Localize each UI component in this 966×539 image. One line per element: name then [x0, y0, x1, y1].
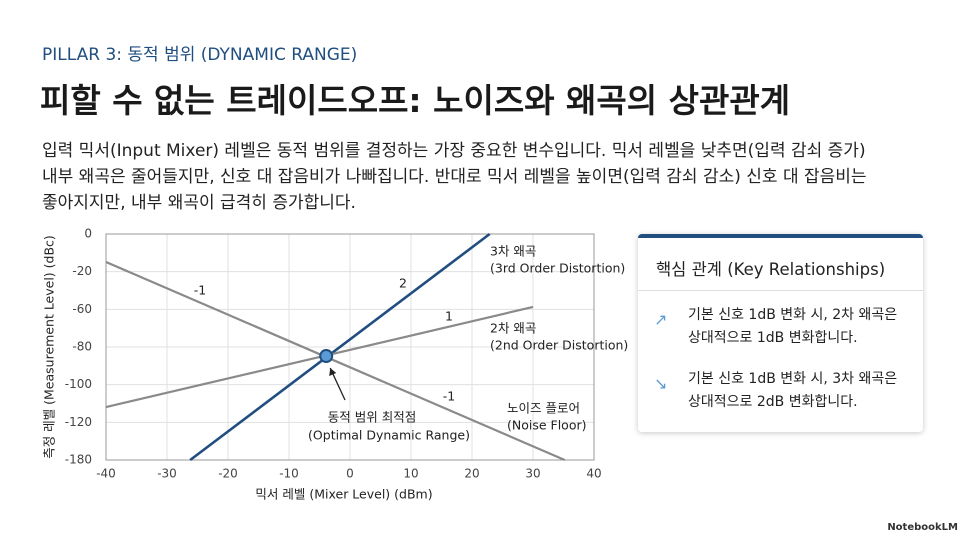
divider	[638, 290, 923, 291]
slide-title: 피할 수 없는 트레이드오프: 노이즈와 왜곡의 상관관계	[40, 81, 791, 120]
series-name-en: (2nd Order Distortion)	[490, 338, 628, 353]
series-name-en: (Noise Floor)	[507, 418, 587, 433]
key-card: 핵심 관계 (Key Relationships) ↗ 기본 신호 1dB 변화…	[638, 234, 923, 432]
slope-label: 2	[399, 276, 407, 291]
y-tick-label: -100	[65, 377, 92, 391]
item-text: 기본 신호 1dB 변화 시, 2차 왜곡은 상대적으로 1dB 변화합니다.	[688, 304, 897, 350]
slope-label: -1	[443, 389, 455, 404]
series-line	[105, 260, 566, 462]
x-tick-label: 40	[586, 467, 601, 481]
x-axis-label: 믹서 레벨 (Mixer Level) (dBm)	[255, 487, 432, 502]
arrow-head	[329, 368, 337, 377]
icon: ↗	[654, 310, 668, 329]
marker-label: 동적 범위 최적점	[328, 410, 416, 425]
brand: NotebookLM	[887, 522, 958, 533]
body-line: 입력 믹서(Input Mixer) 레벨은 동적 범위를 결정하는 가장 중요…	[42, 141, 866, 161]
item-line: 상대적으로 1dB 변화합니다.	[688, 330, 858, 346]
card-title: 핵심 관계 (Key Relationships)	[656, 260, 886, 279]
x-tick-label: 20	[464, 467, 479, 481]
y-tick-label: -60	[72, 302, 92, 316]
y-tick-label: -120	[65, 415, 92, 429]
body-line: 내부 왜곡은 줄어들지만, 신호 대 잡음비가 나빠집니다. 반대로 믹서 레벨…	[42, 167, 867, 187]
item-line: 기본 신호 1dB 변화 시, 2차 왜곡은	[688, 307, 898, 323]
y-axis-label: 측정 레벨 (Measurement Level) (dBc)	[42, 235, 57, 459]
x-tick-label: -40	[96, 467, 116, 481]
series-name: 3차 왜곡	[490, 244, 536, 259]
icon: ↘	[654, 374, 668, 393]
slope-label: -1	[194, 283, 206, 298]
body-line: 좋아지지만, 내부 왜곡이 급격히 증가합니다.	[42, 193, 356, 213]
pillar-label: PILLAR 3: 동적 범위 (DYNAMIC RANGE)	[42, 45, 358, 65]
x-tick-label: 10	[403, 467, 418, 481]
x-tick-label: -20	[218, 467, 238, 481]
item-line: 상대적으로 2dB 변화합니다.	[688, 394, 858, 410]
x-tick-label: -30	[157, 467, 177, 481]
slope-label: 1	[445, 309, 453, 324]
x-tick-label: 0	[346, 467, 354, 481]
y-tick-label: 0	[84, 227, 92, 241]
series-line	[189, 232, 491, 462]
y-tick-label: -180	[65, 453, 92, 467]
body-text: 입력 믹서(Input Mixer) 레벨은 동적 범위를 결정하는 가장 중요…	[42, 138, 867, 216]
chart: 0-20-60-80-100-120-180-40 -30 -20 -10 0 10 20 3…	[42, 227, 629, 502]
series-name: 2차 왜곡	[490, 321, 536, 336]
x-tick-label: -10	[279, 467, 299, 481]
y-tick-label: -20	[72, 264, 92, 278]
item-text: 기본 신호 1dB 변화 시, 3차 왜곡은 상대적으로 2dB 변화합니다.	[688, 368, 897, 414]
marker-label-en: (Optimal Dynamic Range)	[308, 428, 470, 443]
y-tick-label: -80	[72, 340, 92, 354]
item-line: 기본 신호 1dB 변화 시, 3차 왜곡은	[688, 371, 898, 387]
series-name: 노이즈 플로어	[507, 401, 580, 416]
optimal-point	[319, 349, 334, 364]
x-tick-label: 30	[525, 467, 540, 481]
series-name-en: (3rd Order Distortion)	[490, 261, 625, 276]
plot-frame	[105, 233, 595, 461]
